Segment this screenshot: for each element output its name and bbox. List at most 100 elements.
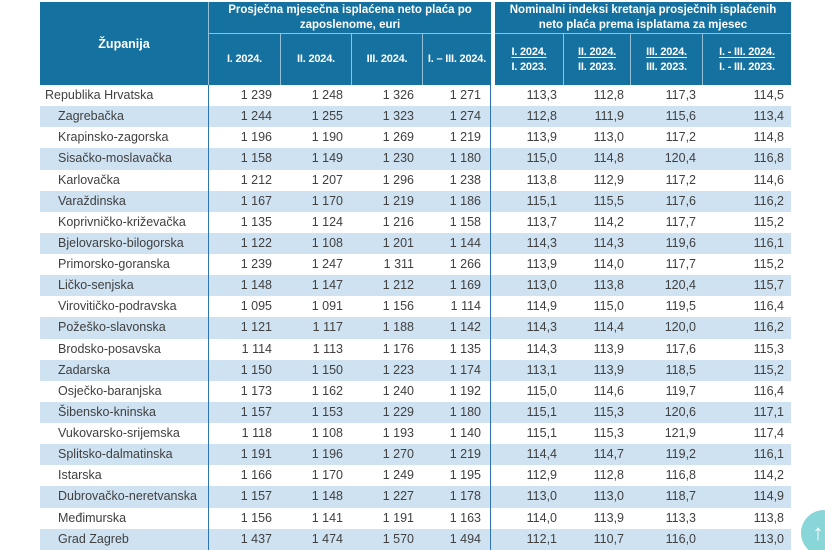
net-pay-value: 1 095: [240, 299, 272, 314]
subheader-index-jan: I. 2024. I. 2023.: [511, 45, 547, 73]
net-pay-value: 1 193: [382, 426, 414, 440]
net-pay-value: 1 163: [422, 507, 491, 529]
net-pay-value: 1 219: [422, 127, 491, 149]
index-value: 115,1: [526, 426, 557, 440]
net-pay-value: 1 158: [240, 151, 272, 166]
net-pay-value: 1 180: [422, 401, 491, 423]
net-pay-value: 1 216: [382, 214, 414, 229]
table-row: Osječko-baranjska 1 173 1 162 1 240 1 192 115…: [40, 380, 791, 402]
net-pay-value: 1 274: [422, 106, 491, 128]
net-pay-value: 1 167: [240, 193, 272, 208]
table-row: Zadarska 1 150 1 150 1 223 1 174 113,1 113,9 11…: [40, 359, 791, 381]
net-pay-value: 1 201: [382, 235, 414, 250]
index-value: 113,1: [526, 362, 557, 377]
index-value: 114,6: [593, 383, 624, 398]
net-pay-value: 1 091: [311, 299, 343, 314]
county-name: Ličko-senjska: [40, 275, 209, 297]
index-value: 113,7: [526, 214, 557, 229]
net-pay-value: 1 239: [240, 88, 272, 102]
county-name: Grad Zagreb: [40, 528, 209, 550]
index-value: 115,1: [526, 404, 557, 419]
index-group-header: Nominalni indeksi kretanja prosječnih is…: [495, 2, 791, 85]
index-value: 114,2: [753, 468, 784, 483]
index-value: 115,1: [526, 193, 557, 208]
net-pay-value: 1 239: [240, 257, 272, 271]
table-row: Karlovačka 1 212 1 207 1 296 1 238 113,8 112,9…: [40, 169, 791, 191]
net-pay-value: 1 326: [382, 88, 414, 102]
net-pay-value: 1 190: [311, 130, 343, 145]
table-row: Republika Hrvatska 1 239 1 248 1 326 1 271 11…: [40, 85, 791, 107]
index-value: 113,9: [526, 130, 557, 145]
net-pay-value: 1 148: [311, 489, 343, 504]
net-pay-value: 1 149: [311, 151, 343, 166]
net-pay-value: 1 207: [311, 172, 343, 187]
index-value: 117,7: [665, 214, 696, 229]
index-value: 119,6: [665, 235, 696, 250]
net-pay-subheaders: I. 2024. II. 2024. III. 2024. I. – III. …: [209, 34, 491, 85]
net-pay-value: 1 150: [311, 362, 343, 377]
net-pay-value: 1 122: [240, 235, 272, 250]
index-value: 121,9: [664, 426, 696, 440]
county-name: Varaždinska: [40, 190, 209, 212]
index-value: 117,2: [665, 172, 696, 187]
net-pay-value: 1 147: [311, 278, 343, 293]
index-value: 114,3: [526, 341, 557, 356]
net-pay-value: 1 570: [382, 531, 414, 546]
table-body: Republika Hrvatska 1 239 1 248 1 326 1 271 11…: [40, 85, 791, 550]
net-pay-value: 1 192: [422, 380, 491, 402]
index-value: 117,6: [665, 341, 696, 356]
county-name: Zagrebačka: [40, 106, 209, 128]
net-pay-value: 1 266: [422, 254, 491, 276]
county-name: Zadarska: [40, 359, 209, 381]
index-value: 113,3: [526, 88, 557, 102]
net-pay-value: 1 271: [422, 85, 491, 107]
index-value: 115,5: [593, 193, 624, 208]
net-pay-value: 1 170: [311, 193, 343, 208]
table-header: Županija Prosječna mjesečna isplaćena ne…: [40, 2, 791, 85]
county-name: Primorsko-goranska: [40, 254, 209, 276]
net-pay-value: 1 494: [422, 528, 491, 550]
county-name: Požeško-slavonska: [40, 317, 209, 339]
net-pay-value: 1 170: [311, 468, 343, 483]
table-row: Koprivničko-križevačka 1 135 1 124 1 216 1 1…: [40, 211, 791, 233]
net-pay-value: 1 248: [311, 88, 343, 102]
county-name: Krapinsko-zagorska: [40, 127, 209, 149]
index-value: 113,8: [526, 172, 557, 187]
county-name: Bjelovarsko-bilogorska: [40, 232, 209, 254]
index-value: 116,2: [753, 193, 784, 208]
index-value: 120,0: [664, 320, 696, 335]
net-pay-value: 1 212: [382, 278, 414, 293]
index-value: 113,9: [526, 257, 557, 271]
scroll-to-top-button[interactable]: ↑: [801, 510, 825, 550]
net-pay-value: 1 140: [422, 423, 491, 445]
index-value: 114,2: [593, 214, 624, 229]
net-pay-value: 1 196: [311, 447, 343, 462]
county-name: Republika Hrvatska: [40, 85, 209, 107]
index-value: 112,8: [593, 88, 624, 102]
index-value: 114,8: [753, 130, 784, 145]
county-name: Istarska: [40, 465, 209, 487]
index-value: 114,6: [753, 172, 784, 187]
index-value: 120,4: [664, 278, 696, 293]
county-name: Dubrovačko-neretvanska: [40, 486, 209, 508]
county-column-header: Županija: [40, 2, 209, 85]
county-name: Međimurska: [40, 507, 209, 529]
index-value: 113,9: [593, 341, 624, 356]
net-pay-value: 1 270: [382, 447, 414, 462]
net-pay-value: 1 158: [422, 211, 491, 233]
index-value: 115,7: [753, 278, 784, 293]
net-pay-value: 1 169: [422, 275, 491, 297]
net-pay-value: 1 148: [240, 278, 272, 293]
net-pay-value: 1 191: [240, 447, 272, 462]
net-pay-value: 1 166: [240, 468, 272, 483]
index-value: 119,5: [665, 299, 696, 314]
net-pay-value: 1 223: [382, 362, 414, 377]
net-pay-value: 1 229: [382, 404, 414, 419]
table-row: Međimurska 1 156 1 141 1 191 1 163 114,0 113,9…: [40, 507, 791, 529]
table-row: Virovitičko-podravska 1 095 1 091 1 156 1 11…: [40, 296, 791, 318]
index-group-title: Nominalni indeksi kretanja prosječnih is…: [495, 2, 791, 34]
index-value: 116,8: [665, 468, 696, 483]
index-value: 114,7: [593, 447, 624, 462]
net-pay-value: 1 249: [382, 468, 414, 483]
